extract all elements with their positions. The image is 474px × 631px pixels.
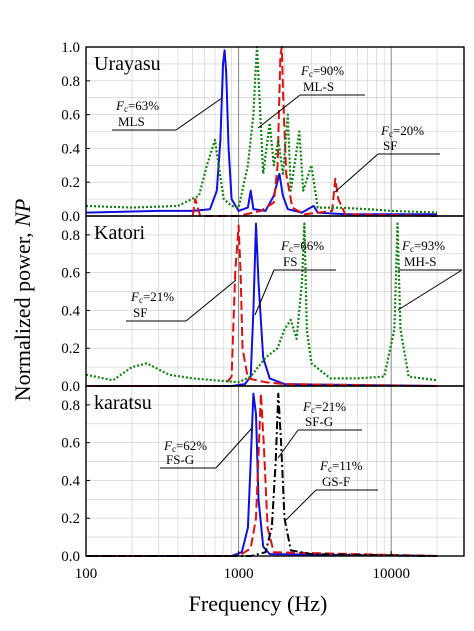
panel-2-ytick-label: 0.2 <box>61 511 80 527</box>
panel-0-annotation-label: SF <box>383 138 397 153</box>
panel-0-ytick-label: 1.0 <box>61 40 80 56</box>
panel-0-series-blue <box>85 49 438 216</box>
panel-1-annotation-label: MH-S <box>404 254 437 269</box>
panel-1-annotation-fc: Fc=93% <box>401 238 445 254</box>
x-axis-label: Frequency (Hz) <box>189 591 328 616</box>
x-tick-label: 10000 <box>372 566 410 582</box>
panel-0-annotation-fc: Fc=20% <box>380 123 424 139</box>
panel-1-annotation-leader <box>397 269 463 311</box>
panel-2-ytick-label: 0.8 <box>61 398 80 414</box>
panel-0-annotation-label: MLS <box>118 114 145 129</box>
panel-0-ytick-label: 0.6 <box>61 108 80 124</box>
panel-0-annotation-leader <box>334 153 379 193</box>
panel-0-ytick-label: 0.8 <box>61 74 80 90</box>
panel-1-series-blue <box>86 222 438 387</box>
panel-2-annotation-fc: Fc=11% <box>319 458 363 474</box>
panel-2-ytick-label: 0.0 <box>61 549 80 565</box>
panel-1-annotation-label: SF <box>133 305 147 320</box>
panel-1-site-label: Katori <box>94 222 146 244</box>
panel-1-ytick-label: 0.2 <box>61 341 80 357</box>
x-tick-label: 1000 <box>224 566 254 582</box>
y-axis-label-text: Normalized power, <box>10 227 35 401</box>
panel-0-ytick-label: 0.4 <box>61 141 80 157</box>
panel-1-annotation-fc: Fc=21% <box>130 289 174 305</box>
panel-1-ytick-label: 0.8 <box>61 228 80 244</box>
panel-0-series-green <box>85 45 438 214</box>
panel-2-frame <box>85 385 465 557</box>
grid-layer <box>86 47 464 556</box>
panel-2-annotation-leader <box>215 427 253 469</box>
panel-2-annotation-leader <box>285 489 317 521</box>
panel-2-series-black <box>86 392 438 557</box>
panel-2-ytick-label: 0.4 <box>61 473 80 489</box>
panel-2-series-red <box>86 392 438 557</box>
y-axis-label-italic: NP <box>10 199 35 228</box>
panel-1-ytick-label: 0.6 <box>61 266 80 282</box>
panel-0-site-label: Urayasu <box>94 53 161 75</box>
panel-0-annotation-label: ML-S <box>303 79 334 94</box>
panel-1-series-red <box>86 224 438 387</box>
panel-0-annotation-fc: Fc=90% <box>300 63 344 79</box>
panel-0-ytick-label: 0.2 <box>61 175 80 191</box>
panel-2-annotation-fc: Fc=21% <box>302 399 346 415</box>
label-layer: 0.0 0.2 0.4 0.6 0.8 1.0 Urayasu Fc=63%MLS Fc=90%… <box>61 40 463 582</box>
panel-2-annotation-leader <box>277 429 299 459</box>
panel-0-ytick-label: 0.0 <box>61 209 80 225</box>
panel-1-ytick-label: 0.4 <box>61 303 80 319</box>
panel-2-annotation-label: FS-G <box>166 452 194 467</box>
panel-0-annotation-leader <box>175 97 223 131</box>
panel-1-annotation-label: FS <box>283 254 297 269</box>
frame-layer <box>85 46 465 557</box>
panel-1-ytick-label: 0.0 <box>61 379 80 395</box>
panel-2-ytick-label: 0.6 <box>61 436 80 452</box>
panel-2-annotation-label: SF-G <box>305 414 333 429</box>
panel-1-annotation-leader <box>254 269 275 316</box>
panel-1-annotation-fc: Fc=66% <box>280 238 324 254</box>
y-axis-label: Normalized power, NP <box>10 199 35 402</box>
panel-2-annotation-fc: Fc=62% <box>163 438 207 454</box>
panel-2-annotation-label: GS-F <box>322 474 350 489</box>
x-tick-label: 100 <box>75 566 98 582</box>
panel-0-annotation-fc: Fc=63% <box>115 98 159 114</box>
panel-2-site-label: karatsu <box>94 392 152 414</box>
panel-0-annotation-leader <box>257 94 301 129</box>
panel-1-annotation-leader <box>185 279 237 322</box>
